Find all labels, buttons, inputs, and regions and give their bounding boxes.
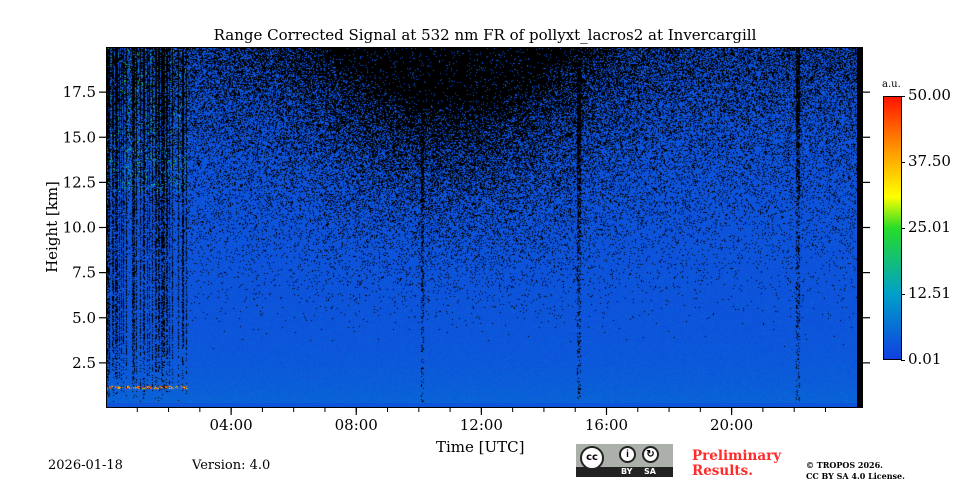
x-tick-label: 08:00 — [335, 416, 378, 434]
plot-area — [106, 47, 863, 408]
colorbar-tick — [901, 360, 905, 361]
y-tick-label: 7.5 — [72, 264, 96, 282]
y-tick-label: 2.5 — [72, 354, 96, 372]
by-icon: i — [619, 446, 636, 463]
sa-label: SA — [644, 467, 656, 476]
y-tick-label: 17.5 — [63, 83, 96, 101]
x-tick-label: 12:00 — [460, 416, 503, 434]
chart-title: Range Corrected Signal at 532 nm FR of p… — [213, 26, 757, 44]
version-label: Version: 4.0 — [192, 458, 271, 473]
x-axis-label: Time [UTC] — [436, 438, 525, 456]
colorbar-tick — [901, 162, 905, 163]
colorbar-tick — [901, 293, 905, 295]
colorbar-tick-label: 0.01 — [908, 350, 942, 368]
heatmap — [107, 48, 857, 407]
by-label: BY — [621, 467, 633, 476]
y-tick-label: 12.5 — [63, 173, 96, 191]
no-data-strip — [857, 48, 863, 407]
colorbar — [883, 96, 902, 360]
sa-icon: ↻ — [642, 446, 659, 463]
x-tick-label: 20:00 — [710, 416, 753, 434]
colorbar-unit: a.u. — [882, 79, 901, 90]
copyright-note: © TROPOS 2026. CC BY SA 4.0 License. — [806, 460, 905, 480]
y-tick-label: 10.0 — [63, 219, 96, 237]
preliminary-note: Preliminary Results. — [692, 448, 782, 479]
x-tick-label: 16:00 — [585, 416, 628, 434]
x-tick-label: 04:00 — [210, 416, 253, 434]
y-axis-label: Height [km] — [43, 181, 61, 273]
date-label: 2026-01-18 — [48, 458, 123, 473]
colorbar-tick-label: 50.00 — [908, 86, 951, 104]
y-tick-label: 15.0 — [63, 128, 96, 146]
colorbar-tick-label: 12.51 — [908, 283, 951, 302]
y-tick-label: 5.0 — [72, 309, 96, 327]
colorbar-tick-label: 37.50 — [908, 152, 951, 170]
colorbar-tick — [901, 96, 905, 97]
colorbar-tick-label: 25.01 — [908, 217, 951, 236]
cc-icon: cc — [580, 446, 604, 470]
cc-license-badge[interactable]: cc i ↻ BY SA — [576, 444, 673, 477]
colorbar-tick — [901, 227, 905, 229]
